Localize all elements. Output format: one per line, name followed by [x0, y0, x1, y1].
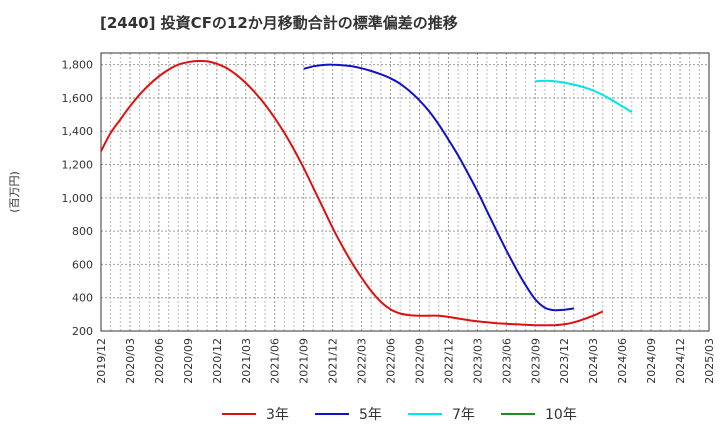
x-axis-ticks: 2019/12 2020/03 2020/06 2020/09 2020/12 2021/… [95, 338, 716, 384]
y-tick-label: 1,000 [62, 192, 94, 205]
legend: 3年 5年 7年 10年 [222, 407, 577, 423]
grid-lines [100, 53, 710, 332]
legend-label: 5年 [359, 407, 382, 423]
x-tick-label: 2023/12 [558, 338, 571, 384]
y-tick-label: 600 [72, 258, 93, 271]
y-tick-label: 1,200 [62, 159, 94, 172]
x-tick-label: 2023/09 [529, 338, 542, 384]
series-lines [100, 59, 633, 327]
series-line-1 [100, 59, 604, 327]
x-tick-label: 2021/09 [298, 338, 311, 384]
x-tick-label: 2023/06 [500, 338, 513, 384]
series-line-2 [303, 63, 575, 312]
x-tick-label: 2024/09 [645, 338, 658, 384]
x-tick-label: 2020/03 [124, 338, 137, 384]
chart-title: [2440] 投資CFの12か月移動合計の標準偏差の推移 [100, 14, 458, 32]
x-tick-label: 2020/12 [211, 338, 224, 384]
y-tick-label: 1,800 [62, 59, 94, 72]
y-tick-label: 1,600 [62, 92, 94, 105]
x-tick-label: 2022/12 [442, 338, 455, 384]
x-tick-label: 2024/12 [674, 338, 687, 384]
x-tick-label: 2024/03 [587, 338, 600, 384]
x-tick-label: 2021/06 [269, 338, 282, 384]
legend-label: 10年 [545, 407, 577, 423]
legend-label: 7年 [452, 407, 475, 423]
plot-area-frame [100, 52, 710, 332]
y-tick-label: 400 [72, 292, 93, 305]
x-tick-label: 2023/03 [471, 338, 484, 384]
x-tick-label: 2024/06 [616, 338, 629, 384]
y-axis-label: (百万円) [8, 171, 21, 213]
x-tick-label: 2022/09 [413, 338, 426, 384]
x-tick-label: 2020/09 [182, 338, 195, 384]
y-tick-label: 200 [72, 325, 93, 338]
x-tick-label: 2025/03 [703, 338, 716, 384]
y-axis-ticks: 200 400 600 800 1,000 1,200 1,400 1,600 1,800 [62, 59, 94, 338]
x-tick-label: 2022/03 [356, 338, 369, 384]
x-tick-label: 2021/12 [327, 338, 340, 384]
legend-label: 3年 [266, 407, 289, 423]
y-tick-label: 1,400 [62, 125, 94, 138]
x-tick-label: 2021/03 [240, 338, 253, 384]
series-line-3 [535, 79, 633, 113]
y-tick-label: 800 [72, 225, 93, 238]
x-tick-label: 2022/06 [385, 338, 398, 384]
x-tick-label: 2020/06 [153, 338, 166, 384]
x-tick-label: 2019/12 [95, 338, 108, 384]
